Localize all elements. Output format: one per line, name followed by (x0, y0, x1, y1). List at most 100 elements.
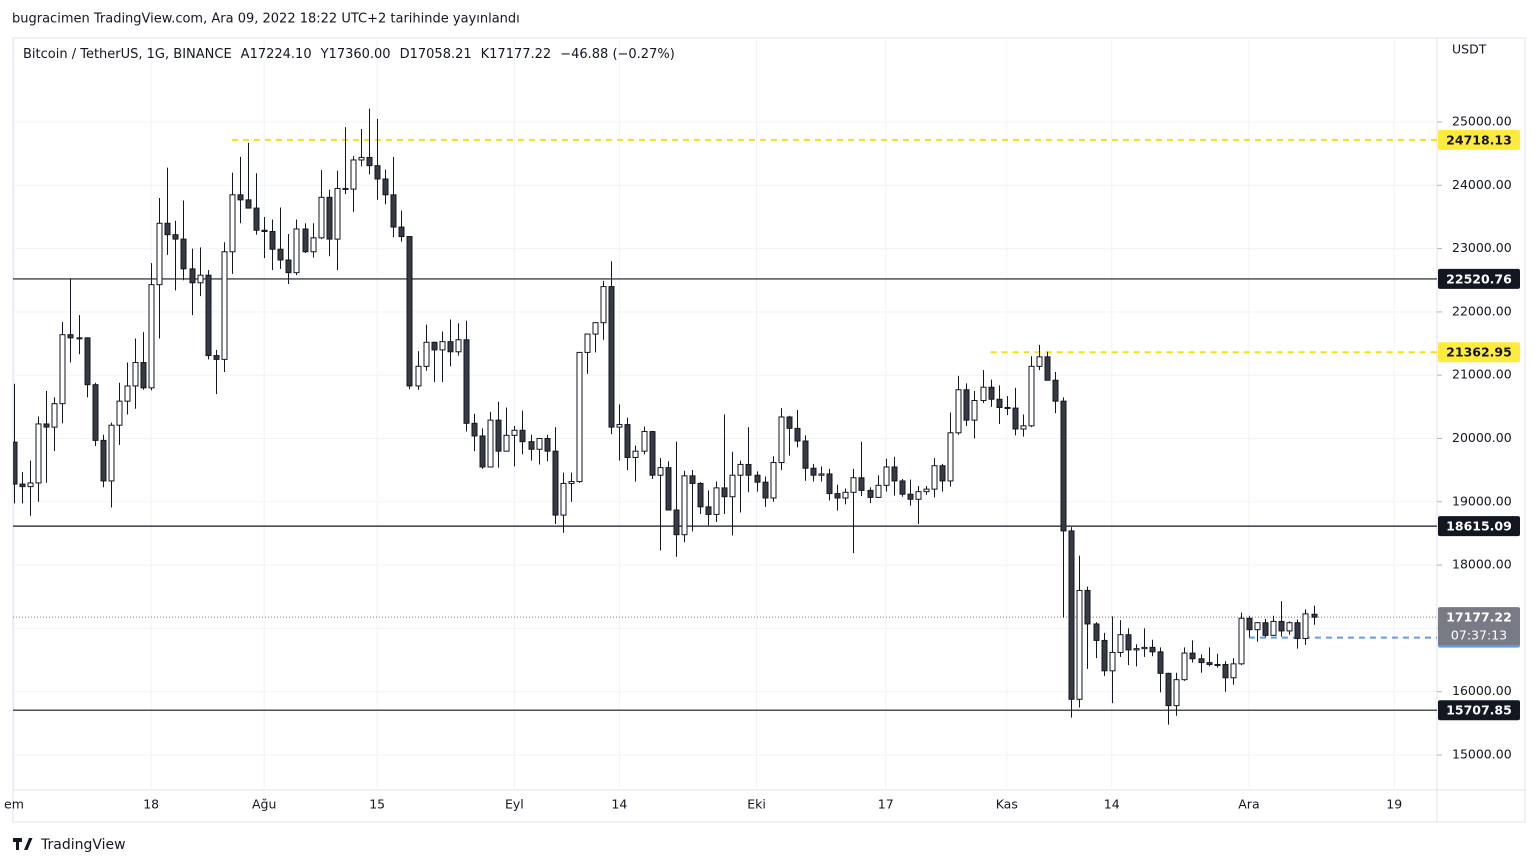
candle-body (1012, 407, 1019, 430)
candle-body (471, 422, 478, 437)
candle-body (713, 487, 720, 515)
price-label-box (1438, 129, 1520, 150)
y-tick-label: 19000.00 (1452, 493, 1512, 508)
price-label-box (1438, 700, 1520, 721)
candle-body (342, 187, 349, 190)
candle-body (1238, 617, 1245, 665)
candle-body (350, 159, 357, 190)
y-tick-label: 20000.00 (1452, 430, 1512, 445)
candle-body (955, 389, 962, 434)
candle-body (778, 416, 785, 464)
candle-body (996, 398, 1003, 408)
candle-body (576, 351, 583, 483)
candle-body (1044, 356, 1051, 381)
candle-body (447, 341, 454, 353)
candle-body (1060, 400, 1067, 532)
countdown: 07:37:13 (1451, 628, 1507, 643)
candle-body (810, 467, 817, 476)
y-tick-label: 25000.00 (1452, 113, 1512, 128)
candle-body (1036, 356, 1043, 367)
candle-body (43, 423, 50, 428)
candle-body (1294, 622, 1301, 640)
candle-body (277, 248, 284, 261)
candle-body (883, 466, 890, 486)
symbol: Bitcoin / TetherUS, 1G, BINANCE (23, 47, 232, 62)
price-label: 18615.09 (1446, 519, 1512, 534)
candle-body (1101, 639, 1108, 672)
candle-body (415, 365, 422, 387)
candle-body (140, 362, 147, 389)
candle-body (923, 488, 930, 493)
candle-body (285, 259, 292, 274)
candle-body (770, 462, 777, 499)
candle-body (1270, 620, 1277, 636)
candle-body (641, 431, 648, 452)
x-tick-label: 17 (878, 797, 894, 812)
candle-body (189, 268, 196, 284)
candle-body (423, 341, 430, 367)
candle-body (1181, 652, 1188, 681)
candle-body (681, 475, 688, 536)
candle-body (988, 386, 995, 400)
candle-body (737, 463, 744, 476)
candle-body (205, 274, 212, 357)
candle-body (971, 400, 978, 421)
candle-body (310, 237, 317, 253)
candle-body (156, 222, 163, 286)
x-tick-label: 15 (369, 797, 385, 812)
ohlc-value: A17224.10 (241, 47, 312, 62)
candle-body (939, 465, 946, 482)
candle-body (1165, 672, 1172, 707)
candle-body (544, 437, 551, 452)
y-tick-label: 16000.00 (1452, 683, 1512, 698)
candle-body (980, 386, 987, 402)
candle-body (1141, 646, 1148, 650)
y-tick-label: 22000.00 (1452, 303, 1512, 318)
price-label: 24718.13 (1446, 132, 1512, 147)
candle-body (850, 477, 857, 493)
y-tick-label: 23000.00 (1452, 240, 1512, 255)
candle-body (164, 222, 171, 236)
candle-body (899, 480, 906, 495)
candle-body (67, 334, 74, 339)
candle-body (100, 439, 107, 482)
candle-body (818, 473, 825, 476)
x-tick-label: em (4, 797, 24, 812)
candle-body (487, 419, 494, 468)
x-tick-label: 19 (1386, 797, 1402, 812)
candle-body (963, 389, 970, 421)
candle-body (326, 196, 333, 240)
x-tick-label: 14 (1104, 797, 1120, 812)
candle-body (148, 284, 155, 389)
candle-body (1311, 613, 1318, 618)
candle-body (1214, 663, 1221, 666)
candle-body (374, 165, 381, 180)
y-tick-label: 15000.00 (1452, 746, 1512, 761)
candle-body (1093, 623, 1100, 641)
x-tick-label: Ağu (252, 797, 276, 812)
candle-body (180, 238, 187, 270)
candle-body (858, 477, 865, 491)
candle-body (1230, 663, 1237, 679)
ohlc-value: Y17360.00 (320, 47, 391, 62)
candle-body (794, 427, 801, 442)
price-label: 15707.85 (1446, 703, 1512, 718)
candles (13, 108, 1318, 725)
candle-body (1302, 613, 1309, 640)
candle-body (253, 207, 260, 231)
candle-body (1173, 679, 1180, 707)
candle-body (931, 465, 938, 490)
candle-body (1125, 634, 1132, 651)
candle-body (172, 234, 179, 240)
candle-body (528, 441, 535, 450)
candle-body (802, 440, 809, 469)
candle-body (92, 384, 99, 441)
candle-body (1198, 658, 1205, 664)
candle-body (76, 337, 83, 340)
candle-body (229, 194, 236, 253)
candle-body (1254, 622, 1261, 631)
last-price-label: 17177.22 (1446, 610, 1512, 625)
candle-body (51, 403, 58, 428)
candle-body (616, 424, 623, 428)
candle-body (657, 467, 664, 476)
